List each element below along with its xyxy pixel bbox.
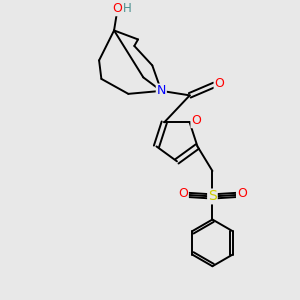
Text: O: O bbox=[178, 187, 188, 200]
Text: S: S bbox=[208, 189, 217, 203]
Text: H: H bbox=[123, 2, 132, 15]
Text: O: O bbox=[237, 187, 247, 200]
Text: N: N bbox=[157, 84, 166, 98]
Text: O: O bbox=[191, 114, 201, 127]
Text: O: O bbox=[113, 2, 123, 15]
Text: O: O bbox=[214, 77, 224, 90]
